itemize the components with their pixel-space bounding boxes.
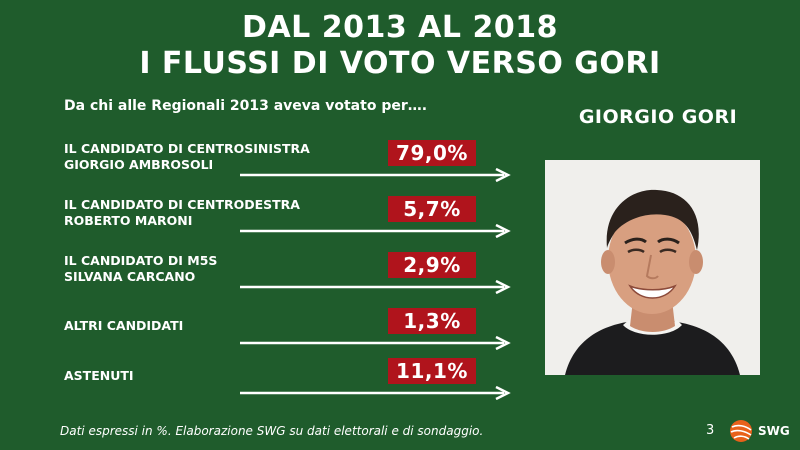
- right-arrow-icon: [240, 168, 511, 182]
- row-label: IL CANDIDATO DI M5S SILVANA CARCANO: [64, 253, 217, 285]
- person-name: GIORGIO GORI: [578, 106, 738, 128]
- flow-row-ambrosoli: IL CANDIDATO DI CENTROSINISTRA GIORGIO A…: [0, 140, 540, 190]
- slide-subtitle: Da chi alle Regionali 2013 aveva votato …: [64, 98, 428, 114]
- row-label-line-1: IL CANDIDATO DI CENTROSINISTRA: [64, 141, 310, 156]
- row-label-line-1: IL CANDIDATO DI CENTRODESTRA: [64, 197, 300, 212]
- swg-logo-icon: [730, 420, 752, 442]
- row-label-line-1: ASTENUTI: [64, 368, 134, 383]
- slide-title: DAL 2013 AL 2018 I FLUSSI DI VOTO VERSO …: [0, 10, 800, 82]
- row-label: IL CANDIDATO DI CENTROSINISTRA GIORGIO A…: [64, 141, 310, 173]
- row-label-line-1: ALTRI CANDIDATI: [64, 318, 184, 333]
- flow-row-maroni: IL CANDIDATO DI CENTRODESTRA ROBERTO MAR…: [0, 196, 540, 246]
- logo-text: SWG: [758, 424, 790, 438]
- row-value-badge: 11,1%: [388, 358, 476, 384]
- flow-row-carcano: IL CANDIDATO DI M5S SILVANA CARCANO 2,9%: [0, 252, 540, 302]
- row-label: IL CANDIDATO DI CENTRODESTRA ROBERTO MAR…: [64, 197, 300, 229]
- row-value-badge: 2,9%: [388, 252, 476, 278]
- row-label-line-2: ROBERTO MARONI: [64, 213, 193, 228]
- row-label: ALTRI CANDIDATI: [64, 318, 183, 334]
- title-line-2: I FLUSSI DI VOTO VERSO GORI: [139, 46, 661, 81]
- title-line-1: DAL 2013 AL 2018: [242, 10, 558, 45]
- footer-note: Dati espressi in %. Elaborazione SWG su …: [60, 424, 484, 438]
- swg-logo: SWG: [728, 418, 792, 444]
- right-arrow-icon: [240, 280, 511, 294]
- right-arrow-icon: [240, 224, 511, 238]
- right-arrow-icon: [240, 336, 511, 350]
- row-label-line-2: SILVANA CARCANO: [64, 269, 196, 284]
- row-value-badge: 5,7%: [388, 196, 476, 222]
- row-label-line-1: IL CANDIDATO DI M5S: [64, 253, 218, 268]
- portrait-illustration: [545, 160, 760, 375]
- row-label-line-2: GIORGIO AMBROSOLI: [64, 157, 214, 172]
- row-label: ASTENUTI: [64, 368, 134, 384]
- flow-row-altri: ALTRI CANDIDATI 1,3%: [0, 308, 540, 358]
- flow-row-astenuti: ASTENUTI 11,1%: [0, 358, 540, 408]
- right-arrow-icon: [240, 386, 511, 400]
- row-value-badge: 1,3%: [388, 308, 476, 334]
- page-number: 3: [706, 423, 715, 438]
- portrait-photo: [545, 160, 760, 375]
- row-value-badge: 79,0%: [388, 140, 476, 166]
